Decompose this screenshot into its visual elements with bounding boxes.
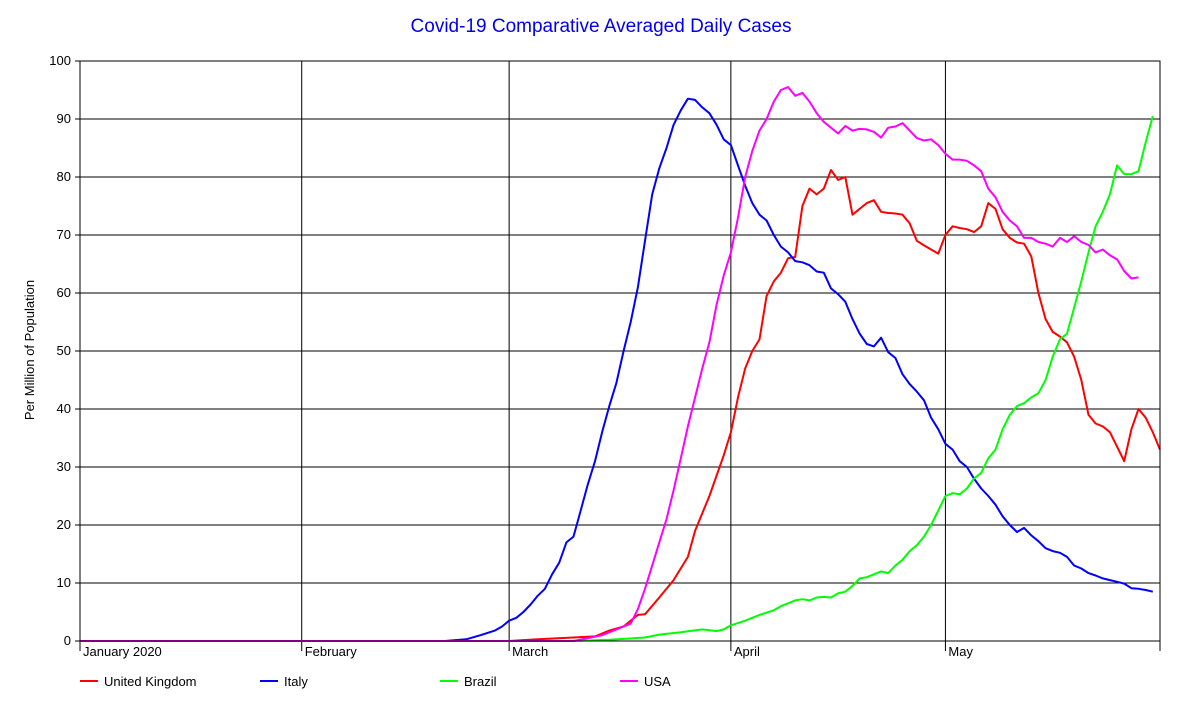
y-tick-label: 100 (49, 53, 71, 68)
y-tick-label: 40 (57, 401, 71, 416)
y-tick-label: 50 (57, 343, 71, 358)
y-tick-label: 30 (57, 459, 71, 474)
y-tick-label: 20 (57, 517, 71, 532)
series-line (80, 115, 1154, 642)
month-label: March (512, 644, 548, 659)
legend-label: Italy (284, 674, 308, 689)
series-lines (80, 86, 1161, 642)
legend-label: Brazil (464, 674, 497, 689)
y-tick-label: 10 (57, 575, 71, 590)
y-tick-label: 0 (64, 633, 71, 648)
legend: United Kingdom Italy Brazil USA (80, 674, 671, 689)
y-axis-label: Per Million of Population (22, 280, 37, 420)
month-label: April (734, 644, 760, 659)
legend-label: United Kingdom (104, 674, 197, 689)
y-tick-labels: 0 10 20 30 40 50 60 70 80 90 100 (49, 53, 71, 648)
y-tick-label: 60 (57, 285, 71, 300)
legend-label: USA (644, 674, 671, 689)
chart-title: Covid-19 Comparative Averaged Daily Case… (411, 16, 792, 37)
plot-frame (79, 60, 1161, 642)
series-line (80, 97, 1154, 642)
month-label: May (948, 644, 973, 659)
y-tick-label: 80 (57, 169, 71, 184)
month-label: January 2020 (83, 644, 162, 659)
series-line (80, 169, 1161, 642)
y-tick-label: 90 (57, 111, 71, 126)
month-label: February (305, 644, 358, 659)
series-line (80, 86, 1139, 642)
grid (75, 60, 1161, 651)
month-labels: January 2020 February March April May (83, 644, 973, 659)
y-tick-label: 70 (57, 227, 71, 242)
